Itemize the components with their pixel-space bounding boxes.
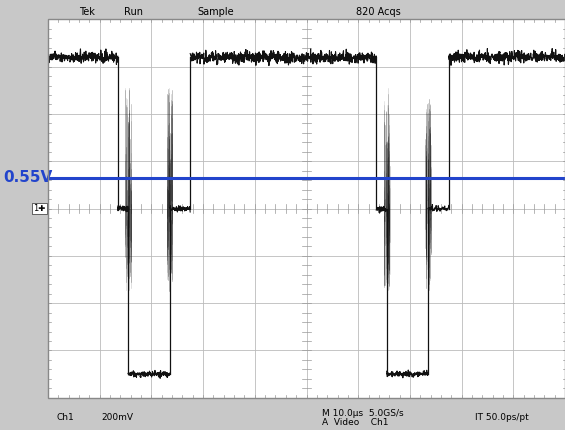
Text: IT 50.0ps/pt: IT 50.0ps/pt [475, 414, 528, 422]
Text: Run: Run [124, 7, 144, 18]
Text: 820 Acqs: 820 Acqs [356, 7, 401, 18]
Text: 200mV: 200mV [102, 414, 134, 422]
Text: A  Video    Ch1: A Video Ch1 [322, 418, 389, 427]
Text: Tek: Tek [79, 7, 95, 18]
Text: Sample: Sample [198, 7, 234, 18]
Text: M 10.0μs  5.0GS/s: M 10.0μs 5.0GS/s [322, 409, 403, 418]
Text: 1✚: 1✚ [33, 204, 45, 213]
Text: 0.55V: 0.55V [3, 170, 52, 185]
Text: Ch1: Ch1 [56, 414, 74, 422]
